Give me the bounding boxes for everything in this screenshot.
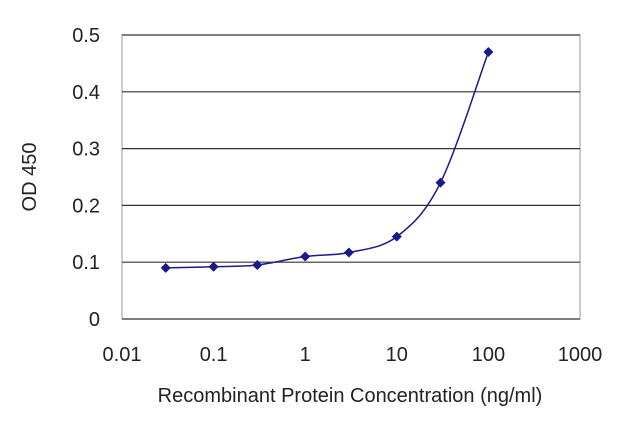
gridlines bbox=[122, 34, 580, 320]
data-point-2 bbox=[252, 260, 263, 271]
x-tick-label: 0.01 bbox=[103, 344, 142, 366]
x-tick-label: 10 bbox=[386, 344, 408, 366]
x-tick-labels: 0.01 0.1 1 10 100 1000 bbox=[103, 344, 603, 366]
data-point-1 bbox=[208, 261, 219, 272]
plot-area bbox=[121, 34, 581, 320]
y-tick-label: 0.5 bbox=[72, 25, 100, 47]
data-point-6 bbox=[435, 177, 446, 188]
x-axis-title: Recombinant Protein Concentration (ng/ml… bbox=[158, 385, 543, 407]
y-tick-labels: 0 0.1 0.2 0.3 0.4 0.5 bbox=[72, 25, 100, 331]
x-tick-label: 0.1 bbox=[200, 344, 228, 366]
data-point-4 bbox=[343, 247, 354, 258]
data-point-0 bbox=[160, 262, 171, 273]
y-tick-label: 0.2 bbox=[72, 195, 100, 217]
data-point-7 bbox=[483, 47, 494, 58]
data-point-3 bbox=[300, 251, 311, 262]
data-point-5 bbox=[391, 231, 402, 242]
x-tick-label: 1 bbox=[300, 344, 311, 366]
x-tick-label: 100 bbox=[472, 344, 505, 366]
y-axis-title: OD 450 bbox=[19, 143, 41, 212]
y-tick-label: 0 bbox=[89, 309, 100, 331]
y-tick-label: 0.1 bbox=[72, 252, 100, 274]
y-tick-label: 0.4 bbox=[72, 82, 100, 104]
x-tick-label: 1000 bbox=[558, 344, 603, 366]
series-line bbox=[165, 51, 490, 269]
y-tick-label: 0.3 bbox=[72, 139, 100, 161]
data-points bbox=[160, 47, 494, 273]
